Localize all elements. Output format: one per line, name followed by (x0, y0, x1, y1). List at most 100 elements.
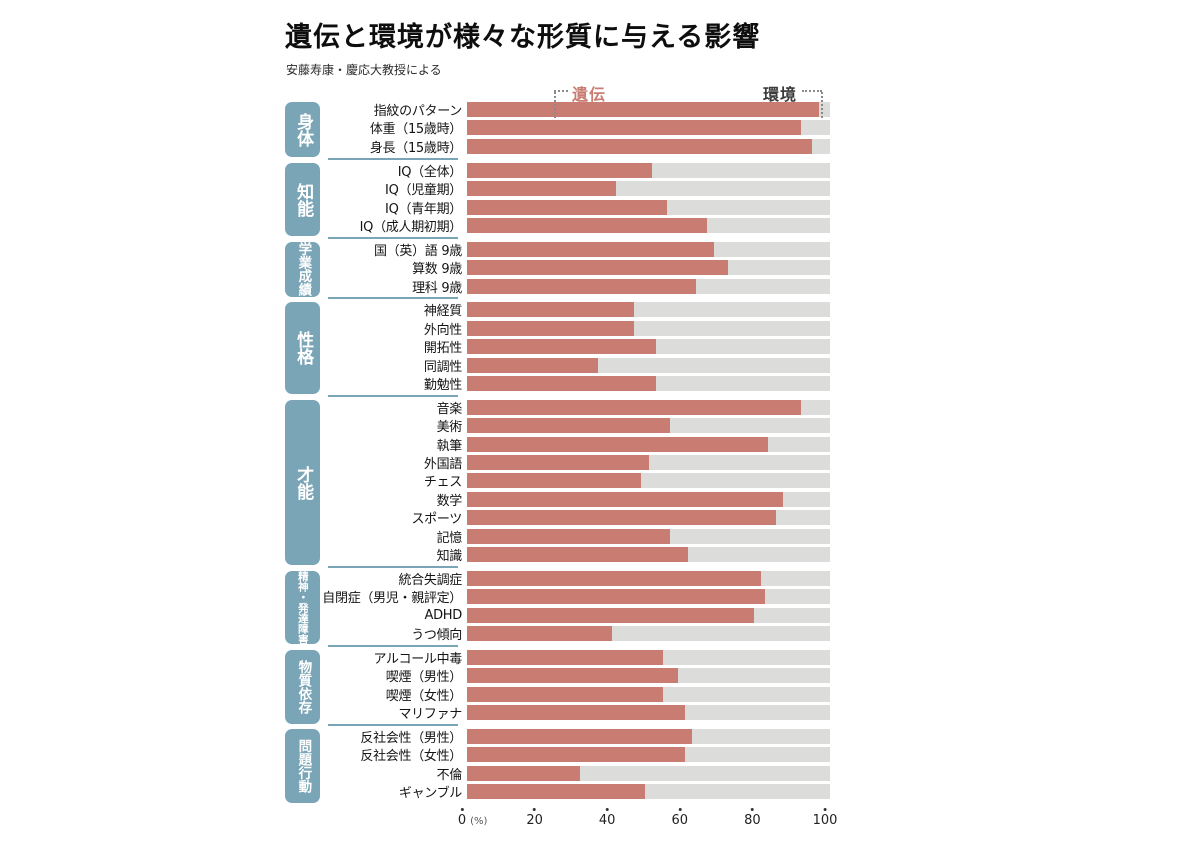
trait-row: 執筆 (324, 436, 865, 454)
bar-track-environment (467, 547, 830, 563)
trait-group: 物質依存 アルコール中毒 喫煙（男性） 喫煙（女性） マリファナ (285, 645, 865, 724)
trait-label: 体重（15歳時） (369, 122, 462, 138)
trait-row: 美術 (324, 418, 865, 435)
bar-fill-heredity (467, 686, 664, 702)
trait-label: 身長（15歳時） (369, 140, 462, 156)
bar-fill-heredity (467, 260, 729, 276)
trait-label: IQ（児童期） (385, 183, 462, 199)
trait-row: 反社会性（女性） (324, 747, 865, 765)
bar-track-environment (467, 120, 830, 136)
trait-row: 反社会性（男性） (324, 729, 865, 747)
bar-fill-heredity (467, 570, 762, 586)
trait-row: チェス (324, 473, 865, 491)
trait-label: 国（英）語 9歳 (373, 243, 462, 259)
tick-dot (678, 808, 682, 812)
trait-row: うつ傾向 (324, 626, 865, 644)
trait-rows: アルコール中毒 喫煙（男性） 喫煙（女性） マリファナ (324, 645, 865, 724)
trait-group: 才能 音楽 美術 執筆 外国語 チェス 数学 スポーツ 記憶 知識 (285, 394, 865, 566)
tick-dot (605, 808, 609, 812)
tick-label: 20 (526, 813, 543, 829)
trait-rows: 音楽 美術 執筆 外国語 チェス 数学 スポーツ 記憶 知識 (324, 394, 865, 566)
bar-fill-heredity (467, 138, 812, 154)
trait-label: 算数 9歳 (412, 262, 462, 278)
bar-fill-heredity (467, 729, 693, 745)
bar-fill-heredity (467, 705, 685, 721)
bar-groups: 身体 指紋のパターン 体重（15歳時） 身長（15歳時） 知能 IQ（全体） IQ（児童期）… (285, 102, 865, 803)
category-box: 問題行動 (285, 729, 320, 803)
trait-label: 指紋のパターン (373, 104, 463, 120)
bar-fill-heredity (467, 120, 801, 136)
trait-row: アルコール中毒 (324, 649, 865, 667)
bar-fill-heredity (467, 747, 685, 763)
bar-fill-heredity (467, 376, 656, 392)
bar-track-environment (467, 784, 830, 800)
bar-track-environment (467, 649, 830, 665)
axis-tick: 80 (744, 808, 761, 828)
trait-row: IQ（青年期） (324, 199, 865, 217)
legend-environment-leader-dots (802, 90, 822, 93)
trait-group: 知能 IQ（全体） IQ（児童期） IQ（青年期） IQ（成人期初期） (285, 157, 865, 237)
trait-label: 喫煙（女性） (385, 688, 463, 704)
legend-heredity-label: 遺伝 (572, 85, 607, 105)
trait-label: 勤勉性 (423, 378, 462, 394)
tick-dot (823, 808, 827, 812)
trait-row: 記憶 (324, 528, 865, 546)
trait-row: スポーツ (324, 510, 865, 527)
trait-label: 反社会性（女性） (360, 749, 462, 765)
trait-row: 身長（15歳時） (324, 138, 865, 156)
trait-label: 知識 (436, 549, 463, 565)
category-box: 精神・発達障害 (285, 570, 320, 645)
trait-row: 指紋のパターン (324, 102, 865, 120)
bar-fill-heredity (467, 491, 783, 507)
bar-fill-heredity (467, 547, 689, 563)
bar-fill-heredity (467, 528, 671, 544)
trait-row: マリファナ (324, 705, 865, 723)
bar-fill-heredity (467, 399, 801, 415)
trait-rows: 神経質 外向性 開拓性 同調性 勤勉性 (324, 297, 865, 394)
trait-label: 同調性 (423, 359, 462, 375)
bar-track-environment (467, 626, 830, 642)
bar-track-environment (467, 729, 830, 745)
category-box: 才能 (285, 399, 320, 566)
bar-track-environment (467, 686, 830, 702)
chart-title: 遺伝と環境が様々な形質に与える影響 (285, 22, 761, 53)
bar-fill-heredity (467, 473, 642, 489)
trait-label: うつ傾向 (411, 628, 462, 644)
legend-environment-label: 環境 (763, 85, 798, 105)
trait-label: 記憶 (436, 530, 463, 546)
trait-row: 音楽 (324, 399, 865, 417)
bar-track-environment (467, 473, 830, 489)
bar-track-environment (467, 607, 830, 623)
bar-track-environment (467, 668, 830, 684)
trait-row: 国（英）語 9歳 (324, 241, 865, 259)
trait-row: 勤勉性 (324, 376, 865, 394)
trait-label: ADHD (424, 607, 463, 623)
bar-track-environment (467, 339, 830, 355)
axis-tick: 40 (598, 808, 616, 829)
trait-row: IQ（成人期初期） (324, 217, 865, 235)
trait-label: チェス (423, 475, 462, 491)
trait-row: 算数 9歳 (324, 260, 865, 278)
bar-track-environment (467, 138, 830, 154)
bar-track-environment (467, 241, 830, 257)
trait-row: 知識 (324, 547, 865, 565)
tick-label: 0 (%) (457, 813, 488, 829)
legend-heredity-pointer-line (554, 92, 556, 119)
axis-unit-label: (%) (470, 816, 488, 828)
trait-row: 数学 (324, 491, 865, 509)
trait-row: 同調性 (324, 357, 865, 375)
trait-label: 自閉症（男児・親評定） (322, 591, 462, 607)
bar-fill-heredity (467, 436, 769, 452)
trait-label: 理科 9歳 (412, 280, 462, 296)
bar-fill-heredity (467, 241, 714, 257)
trait-label: IQ（青年期） (385, 201, 462, 217)
bar-track-environment (467, 765, 830, 781)
trait-label: 反社会性（男性） (360, 731, 462, 747)
bar-track-environment (467, 217, 830, 233)
bar-track-environment (467, 510, 830, 526)
tick-label: 40 (598, 813, 616, 829)
trait-label: マリファナ (398, 707, 462, 723)
trait-group: 身体 指紋のパターン 体重（15歳時） 身長（15歳時） (285, 102, 865, 158)
bar-fill-heredity (467, 162, 653, 178)
bar-fill-heredity (467, 455, 649, 471)
